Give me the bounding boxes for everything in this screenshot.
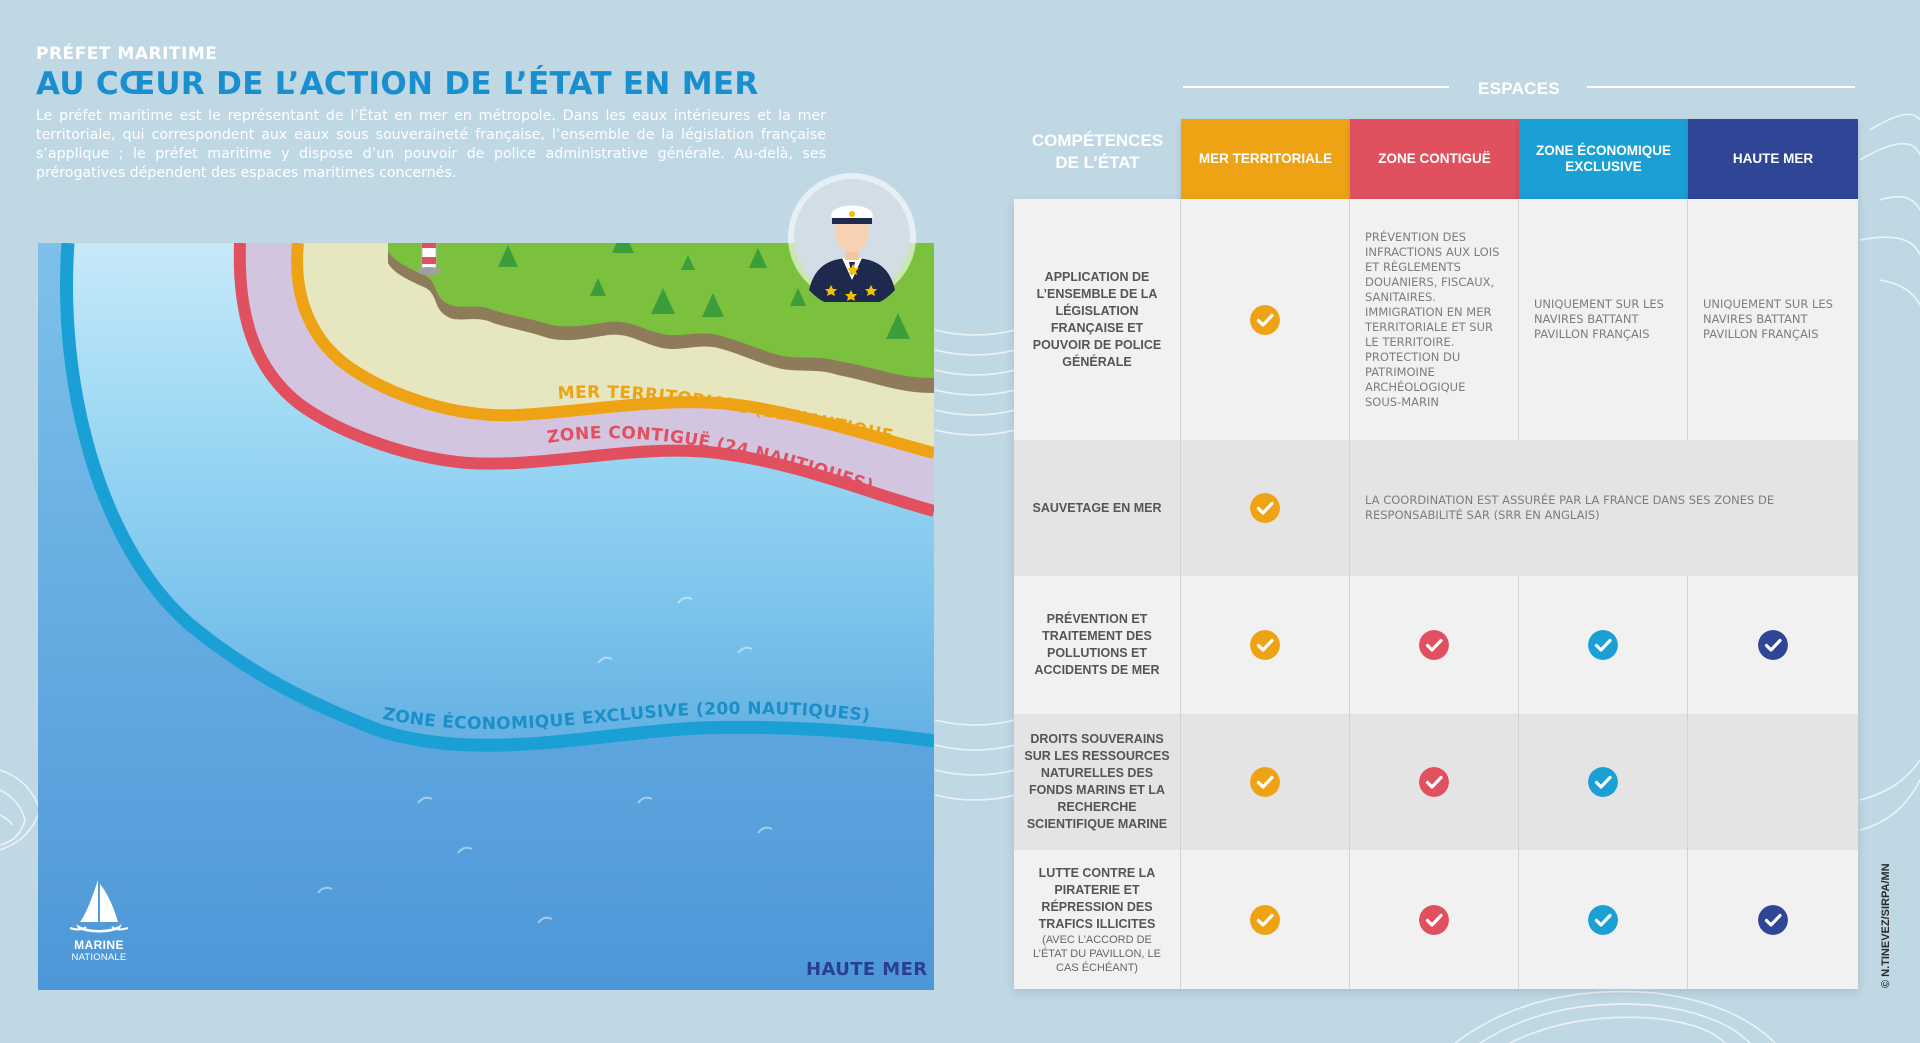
cell-text: Prévention des infractions aux lois et r… — [1365, 229, 1500, 409]
cell-text: La coordination est assurée par la Franc… — [1365, 493, 1775, 522]
marine-nationale-logo: MARINE NATIONALE — [62, 878, 136, 963]
checkmark-icon — [1588, 630, 1618, 660]
table-cell — [1181, 440, 1350, 576]
row-label-note: (AVEC L’ACCORD DE L’ÉTAT DU PAVILLON, LE… — [1033, 933, 1161, 974]
table-cell — [1519, 850, 1688, 989]
prefect-avatar-icon — [787, 172, 917, 302]
checkmark-icon — [1419, 904, 1449, 935]
competences-line-2: DE L’ÉTAT — [1055, 153, 1140, 172]
row-label-text: LUTTE CONTRE LA PIRATERIE ET RÉPRESSION … — [1024, 865, 1170, 975]
table-cell: Uniquement sur les navires battant pavil… — [1688, 199, 1858, 440]
table-row: SAUVETAGE EN MER La coordination est assu… — [1014, 440, 1858, 576]
table-cell — [1350, 714, 1519, 850]
row-label: APPLICATION DE L’ENSEMBLE DE LA LÉGISLAT… — [1014, 199, 1181, 440]
cell-text: Uniquement sur les navires battant pavil… — [1703, 297, 1833, 341]
row-label-main: LUTTE CONTRE LA PIRATERIE ET RÉPRESSION … — [1038, 865, 1156, 931]
checkmark-icon — [1419, 630, 1449, 660]
anchor-sail-icon — [69, 880, 129, 933]
table-cell — [1181, 850, 1350, 989]
cell-text: Uniquement sur les navires battant pavil… — [1534, 297, 1664, 341]
row-label: LUTTE CONTRE LA PIRATERIE ET RÉPRESSION … — [1014, 850, 1181, 989]
table-row: PRÉVENTION ET TRAITEMENT DES POLLUTIONS … — [1014, 576, 1858, 714]
checkmark-icon — [1250, 493, 1280, 523]
table-cell — [1519, 714, 1688, 850]
table-row: LUTTE CONTRE LA PIRATERIE ET RÉPRESSION … — [1014, 850, 1858, 989]
row-label-text: DROITS SOUVERAINS SUR LES RESSOURCES NAT… — [1024, 731, 1170, 833]
checkmark-icon — [1588, 767, 1618, 797]
checkmark-icon — [1758, 904, 1788, 935]
row-label-text: SAUVETAGE EN MER — [1033, 500, 1162, 517]
zee-boundary-line — [60, 243, 934, 752]
table-cell — [1688, 850, 1858, 989]
column-header-text: HAUTE MER — [1733, 151, 1813, 167]
table-cell — [1519, 576, 1688, 714]
column-header-text: MER TERRITORIALE — [1199, 151, 1332, 167]
row-label: SAUVETAGE EN MER — [1014, 440, 1181, 576]
row-label-text: PRÉVENTION ET TRAITEMENT DES POLLUTIONS … — [1024, 611, 1170, 679]
column-header-text: ZONE CONTIGUË — [1378, 151, 1491, 167]
competences-table: APPLICATION DE L’ENSEMBLE DE LA LÉGISLAT… — [1014, 199, 1858, 989]
table-cell — [1181, 576, 1350, 714]
table-cell — [1350, 850, 1519, 989]
logo-text-top: MARINE — [74, 938, 124, 952]
sea-ripples — [317, 596, 773, 924]
column-header-text: ZONE ÉCONOMIQUE EXCLUSIVE — [1536, 143, 1671, 175]
haute-mer-label: HAUTE MER — [806, 959, 928, 980]
contigue-boundary-line — [233, 243, 934, 517]
intro-paragraph: Le préfet maritime est le représentant d… — [36, 108, 826, 181]
table-cell-merged: La coordination est assurée par la Franc… — [1350, 440, 1858, 576]
checkmark-icon — [1250, 304, 1280, 335]
table-cell — [1181, 199, 1350, 440]
table-cell — [1181, 714, 1350, 850]
checkmark-icon — [1419, 767, 1449, 797]
row-label-main: SAUVETAGE EN MER — [1032, 500, 1162, 515]
lighthouse — [417, 243, 441, 275]
column-header-line-1: ZONE CONTIGUË — [1378, 151, 1491, 166]
territorial-boundary-line — [291, 243, 934, 459]
row-label-main: DROITS SOUVERAINS SUR LES RESSOURCES NAT… — [1024, 732, 1170, 831]
competences-line-1: COMPÉTENCES — [1031, 131, 1164, 150]
table-cell: Prévention des infractions aux lois et r… — [1350, 199, 1519, 440]
table-cell — [1350, 576, 1519, 714]
row-label-text: APPLICATION DE L’ENSEMBLE DE LA LÉGISLAT… — [1024, 269, 1170, 371]
column-header-line-1: MER TERRITORIALE — [1198, 151, 1333, 166]
espaces-header: ESPACES — [1183, 79, 1855, 100]
checkmark-icon — [1250, 904, 1280, 935]
table-cell — [1688, 714, 1858, 850]
column-header-zee: ZONE ÉCONOMIQUE EXCLUSIVE — [1519, 119, 1688, 210]
espaces-rule-left — [1183, 86, 1449, 88]
table-cell: Uniquement sur les navires battant pavil… — [1519, 199, 1688, 440]
header-kicker: PRÉFET MARITIME — [36, 44, 218, 64]
page-title: AU CŒUR DE L’ACTION DE L’ÉTAT EN MER — [36, 66, 759, 102]
trees — [498, 243, 910, 339]
row-label: PRÉVENTION ET TRAITEMENT DES POLLUTIONS … — [1014, 576, 1181, 714]
espaces-rule-right — [1587, 86, 1855, 88]
checkmark-icon — [1588, 904, 1618, 935]
checkmark-icon — [1250, 767, 1280, 797]
row-label-main: APPLICATION DE L’ENSEMBLE DE LA LÉGISLAT… — [1032, 269, 1162, 369]
column-header-line-1: HAUTE MER — [1732, 151, 1814, 166]
column-header-haute-mer: HAUTE MER — [1688, 119, 1858, 210]
column-header-line-1: ZONE ÉCONOMIQUE — [1535, 143, 1671, 158]
row-label: DROITS SOUVERAINS SUR LES RESSOURCES NAT… — [1014, 714, 1181, 850]
column-header-zone-contigue: ZONE CONTIGUË — [1350, 119, 1519, 210]
table-cell — [1688, 576, 1858, 714]
logo-text-bottom: NATIONALE — [71, 952, 127, 963]
maritime-zones-map: MER TERRITORIALE (12 NAUTIQUES) ZONE CON… — [38, 243, 934, 990]
competences-header: COMPÉTENCES DE L’ÉTAT — [1015, 130, 1180, 174]
checkmark-icon — [1250, 630, 1280, 660]
column-header-line-2: EXCLUSIVE — [1565, 159, 1642, 174]
espaces-label: ESPACES — [1477, 79, 1561, 98]
checkmark-icon — [1758, 630, 1788, 660]
table-row: APPLICATION DE L’ENSEMBLE DE LA LÉGISLAT… — [1014, 199, 1858, 440]
column-header-mer-territoriale: MER TERRITORIALE — [1181, 119, 1350, 210]
photo-credit: © N.TINEVEZ/SIRPA/MN — [1880, 863, 1892, 988]
table-row: DROITS SOUVERAINS SUR LES RESSOURCES NAT… — [1014, 714, 1858, 850]
row-label-main: PRÉVENTION ET TRAITEMENT DES POLLUTIONS … — [1034, 612, 1160, 677]
